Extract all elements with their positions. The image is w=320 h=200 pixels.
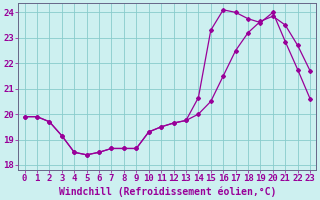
X-axis label: Windchill (Refroidissement éolien,°C): Windchill (Refroidissement éolien,°C) — [59, 186, 276, 197]
